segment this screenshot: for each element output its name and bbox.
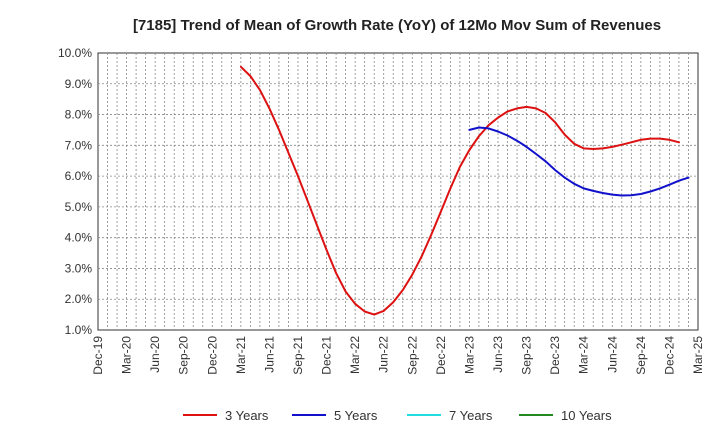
legend-label: 7 Years — [449, 408, 493, 423]
x-tick-label: Jun-22 — [377, 336, 391, 373]
y-tick-label: 1.0% — [65, 323, 93, 337]
x-tick-label: Sep-20 — [177, 336, 191, 375]
x-tick-label: Mar-23 — [462, 336, 476, 374]
x-tick-label: Mar-21 — [234, 336, 248, 374]
legend: 3 Years 5 Years 7 Years 10 Years — [183, 408, 612, 423]
y-tick-label: 2.0% — [65, 292, 93, 306]
x-tick-label: Jun-20 — [148, 336, 162, 373]
x-tick-label: Sep-23 — [520, 336, 534, 375]
x-tick-label: Dec-23 — [548, 336, 562, 375]
legend-label: 3 Years — [225, 408, 269, 423]
series-lines — [239, 65, 690, 316]
y-axis-ticks: 1.0% 2.0% 3.0% 4.0% 5.0% 6.0% 7.0% 8.0% 9.0% 10.0… — [58, 46, 92, 337]
y-tick-label: 4.0% — [65, 231, 93, 245]
x-tick-label: Jun-24 — [605, 336, 619, 373]
plot-area — [97, 52, 699, 331]
legend-label: 10 Years — [561, 408, 612, 423]
y-tick-label: 3.0% — [65, 261, 93, 275]
x-tick-label: Dec-19 — [91, 336, 105, 375]
x-tick-label: Dec-21 — [320, 336, 334, 375]
x-tick-label: Mar-22 — [348, 336, 362, 374]
y-tick-label: 9.0% — [65, 77, 93, 91]
y-tick-label: 8.0% — [65, 108, 93, 122]
y-tick-label: 5.0% — [65, 200, 93, 214]
x-tick-label: Sep-21 — [291, 336, 305, 375]
x-tick-label: Jun-23 — [491, 336, 505, 373]
x-tick-label: Dec-20 — [205, 336, 219, 375]
x-axis-ticks: Dec-19 Mar-20 Jun-20 Sep-20 Dec-20 Mar-21 Jun-… — [91, 336, 705, 375]
x-tick-label: Mar-24 — [577, 336, 591, 374]
y-tick-label: 10.0% — [58, 46, 92, 60]
legend-label: 5 Years — [334, 408, 378, 423]
x-tick-label: Dec-22 — [434, 336, 448, 375]
x-tick-label: Sep-24 — [634, 336, 648, 375]
series-line-5-years — [468, 126, 690, 197]
grid-lines — [98, 53, 698, 330]
x-tick-label: Sep-22 — [405, 336, 419, 375]
x-tick-label: Mar-20 — [120, 336, 134, 374]
chart-title: [7185] Trend of Mean of Growth Rate (YoY… — [133, 17, 661, 34]
x-tick-label: Mar-25 — [691, 336, 705, 374]
y-tick-label: 6.0% — [65, 169, 93, 183]
x-tick-label: Jun-21 — [262, 336, 276, 373]
x-tick-label: Dec-24 — [662, 336, 676, 375]
y-tick-label: 7.0% — [65, 138, 93, 152]
series-line-3-years — [239, 65, 680, 316]
